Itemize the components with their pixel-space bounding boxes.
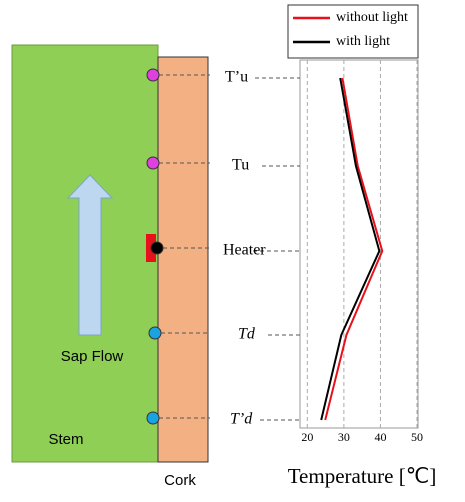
plot-frame — [299, 59, 419, 429]
sensor — [150, 241, 164, 255]
sap-flow-label: Sap Flow — [61, 348, 124, 365]
sap-flow-arrow — [66, 174, 114, 336]
sensor-label: Td — [238, 326, 256, 343]
x-tick-label: 40 — [374, 430, 386, 444]
sensor-label: Tu — [232, 157, 249, 174]
sensor — [146, 411, 160, 425]
sensor-label: Heater — [223, 242, 266, 259]
series-line — [324, 77, 384, 421]
legend — [287, 4, 419, 59]
legend-label: without light — [336, 10, 408, 25]
legend-label: with light — [336, 34, 390, 49]
sensor — [148, 326, 162, 340]
sensor-label: T’d — [230, 411, 253, 428]
sensor — [146, 68, 160, 82]
sensor-label: T’u — [225, 69, 248, 86]
x-axis-label: Temperature [℃] — [288, 464, 437, 488]
cork-label: Cork — [164, 472, 196, 489]
stem-label: Stem — [48, 431, 83, 448]
x-tick-label: 30 — [338, 430, 350, 444]
x-tick-label: 50 — [411, 430, 423, 444]
sensor — [146, 156, 160, 170]
x-tick-label: 20 — [301, 430, 313, 444]
cork — [157, 56, 209, 463]
series-line — [320, 77, 381, 421]
